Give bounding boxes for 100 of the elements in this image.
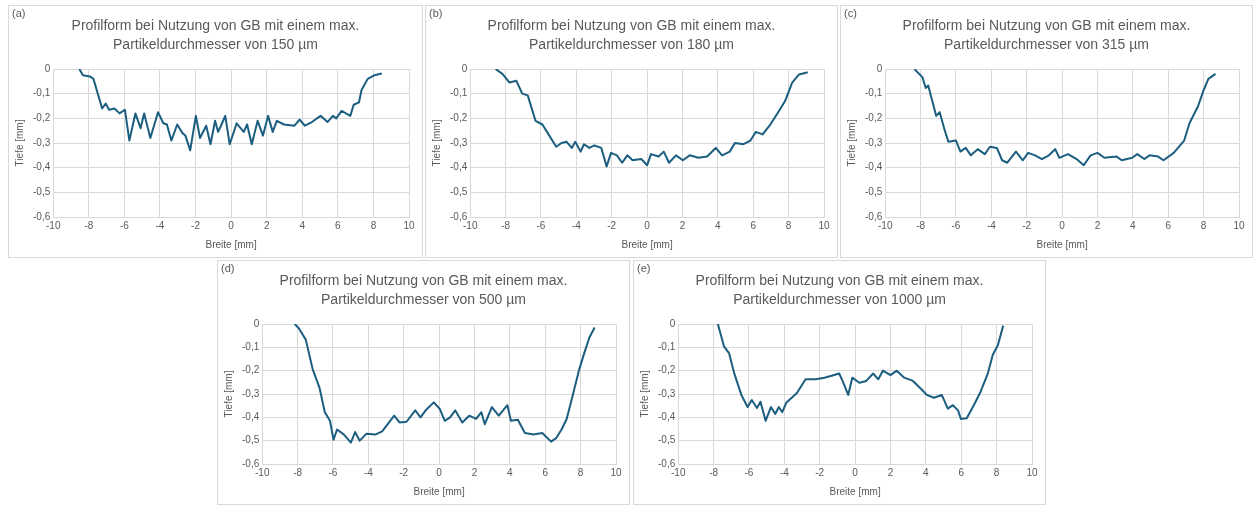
x-tick-label: 8 (785, 219, 792, 231)
x-tick-label: 4 (1130, 219, 1137, 231)
y-tick-label: -0,3 (242, 387, 260, 399)
x-tick-label: 0 (1059, 219, 1066, 231)
x-tick-label: 2 (471, 466, 478, 478)
x-axis-title: Breite [mm] (621, 238, 673, 250)
text: (d) (221, 262, 235, 274)
y-tick-label: -0,2 (242, 364, 260, 376)
x-tick-label: -4 (155, 219, 165, 231)
x-tick-label: -8 (501, 219, 511, 231)
y-tick-label: -0,5 (658, 434, 676, 446)
x-tick-label: -2 (815, 466, 825, 478)
y-tick-label: -0,5 (242, 434, 260, 446)
x-tick-label: -10 (46, 219, 61, 231)
y-axis-title: Tiefe [mm] (638, 370, 650, 418)
y-tick-label: -0,2 (658, 364, 676, 376)
x-tick-label: -10 (878, 219, 893, 231)
x-tick-label: 6 (1165, 219, 1172, 231)
x-tick-label: -8 (916, 219, 926, 231)
x-tick-label: -8 (84, 219, 94, 231)
x-tick-label: -2 (607, 219, 617, 231)
y-tick-label: -0,6 (865, 210, 883, 222)
y-tick-label: -0,1 (658, 341, 676, 353)
x-tick-label: 10 (1026, 466, 1038, 478)
x-tick-label: -4 (571, 219, 582, 231)
y-tick-label: -0,1 (450, 87, 468, 99)
x-tick-label: -10 (671, 466, 686, 478)
x-tick-label: -2 (399, 466, 409, 478)
y-tick-label: 0 (669, 317, 676, 329)
x-tick-label: 2 (887, 466, 894, 478)
y-tick-label: -0,6 (33, 210, 51, 222)
x-tick-label: 6 (335, 219, 342, 231)
y-tick-label: 0 (253, 317, 260, 329)
text: (a) (12, 7, 26, 19)
y-tick-label: -0,3 (33, 136, 51, 148)
y-tick-label: -0,5 (450, 186, 468, 198)
y-tick-label: 0 (461, 62, 468, 74)
x-tick-label: 8 (1200, 219, 1207, 231)
y-tick-label: -0,3 (450, 136, 468, 148)
y-axis-title: Tiefe [mm] (430, 119, 442, 167)
x-axis-title: Breite [mm] (413, 485, 465, 497)
text: (b) (429, 7, 443, 19)
x-tick-label: 10 (610, 466, 622, 478)
y-tick-label: -0,2 (33, 112, 51, 124)
y-tick-label: -0,4 (865, 161, 883, 173)
x-tick-label: -4 (779, 466, 790, 478)
x-tick-label: 4 (715, 219, 722, 231)
x-tick-label: 0 (644, 219, 651, 231)
x-tick-label: -4 (986, 219, 997, 231)
x-tick-label: 4 (299, 219, 306, 231)
x-tick-label: -2 (1022, 219, 1032, 231)
y-tick-label: -0,2 (865, 112, 883, 124)
text: (c) (844, 7, 857, 19)
x-tick-label: 6 (750, 219, 757, 231)
y-axis-title: Tiefe [mm] (845, 119, 857, 167)
x-tick-label: 4 (507, 466, 514, 478)
x-tick-label: 6 (542, 466, 549, 478)
x-tick-label: 2 (679, 219, 686, 231)
y-tick-label: -0,6 (450, 210, 468, 222)
y-tick-label: -0,6 (658, 457, 676, 469)
y-axis-title: Tiefe [mm] (13, 119, 25, 167)
y-tick-label: -0,1 (865, 87, 883, 99)
y-tick-label: 0 (44, 62, 51, 74)
chart-title: Profilform bei Nutzung von GB mit einem max. Partikeldurchmesser von 180 µm (486, 16, 777, 54)
x-tick-label: 2 (263, 219, 270, 231)
y-tick-label: -0,4 (450, 161, 468, 173)
x-tick-label: -10 (255, 466, 270, 478)
x-axis-title: Breite [mm] (205, 238, 257, 250)
y-tick-label: -0,5 (33, 186, 51, 198)
x-tick-label: 10 (403, 219, 415, 231)
x-tick-label: -8 (293, 466, 303, 478)
x-axis-title: Breite [mm] (1036, 238, 1088, 250)
chart-title: Profilform bei Nutzung von GB mit einem max. Partikeldurchmesser von 315 µm (901, 16, 1192, 54)
x-tick-label: -6 (536, 219, 546, 231)
y-tick-label: -0,4 (242, 411, 260, 423)
x-tick-label: 10 (1233, 219, 1245, 231)
y-tick-label: -0,6 (242, 457, 260, 469)
x-tick-label: 0 (852, 466, 859, 478)
y-tick-label: -0,3 (658, 387, 676, 399)
y-tick-label: -0,1 (242, 341, 260, 353)
y-tick-label: 0 (876, 62, 883, 74)
text: (e) (637, 262, 651, 274)
x-tick-label: 0 (228, 219, 235, 231)
x-tick-label: 10 (818, 219, 830, 231)
chart-title: Profilform bei Nutzung von GB mit einem max. Partikeldurchmesser von 1000 µm (694, 271, 985, 309)
x-tick-label: -8 (709, 466, 719, 478)
chart-title: Profilform bei Nutzung von GB mit einem max. Partikeldurchmesser von 500 µm (278, 271, 569, 309)
x-tick-label: 8 (370, 219, 377, 231)
x-tick-label: -6 (119, 219, 130, 231)
x-tick-label: -4 (363, 466, 374, 478)
y-tick-label: -0,2 (450, 112, 468, 124)
x-tick-label: -10 (463, 219, 478, 231)
x-tick-label: 4 (923, 466, 930, 478)
y-tick-label: -0,3 (865, 136, 883, 148)
y-tick-label: -0,4 (33, 161, 51, 173)
x-tick-label: -6 (328, 466, 338, 478)
y-tick-label: -0,1 (33, 87, 51, 99)
y-tick-label: -0,4 (658, 411, 676, 423)
x-tick-label: 8 (993, 466, 1000, 478)
chart-title: Profilform bei Nutzung von GB mit einem max. Partikeldurchmesser von 150 µm (70, 16, 361, 54)
